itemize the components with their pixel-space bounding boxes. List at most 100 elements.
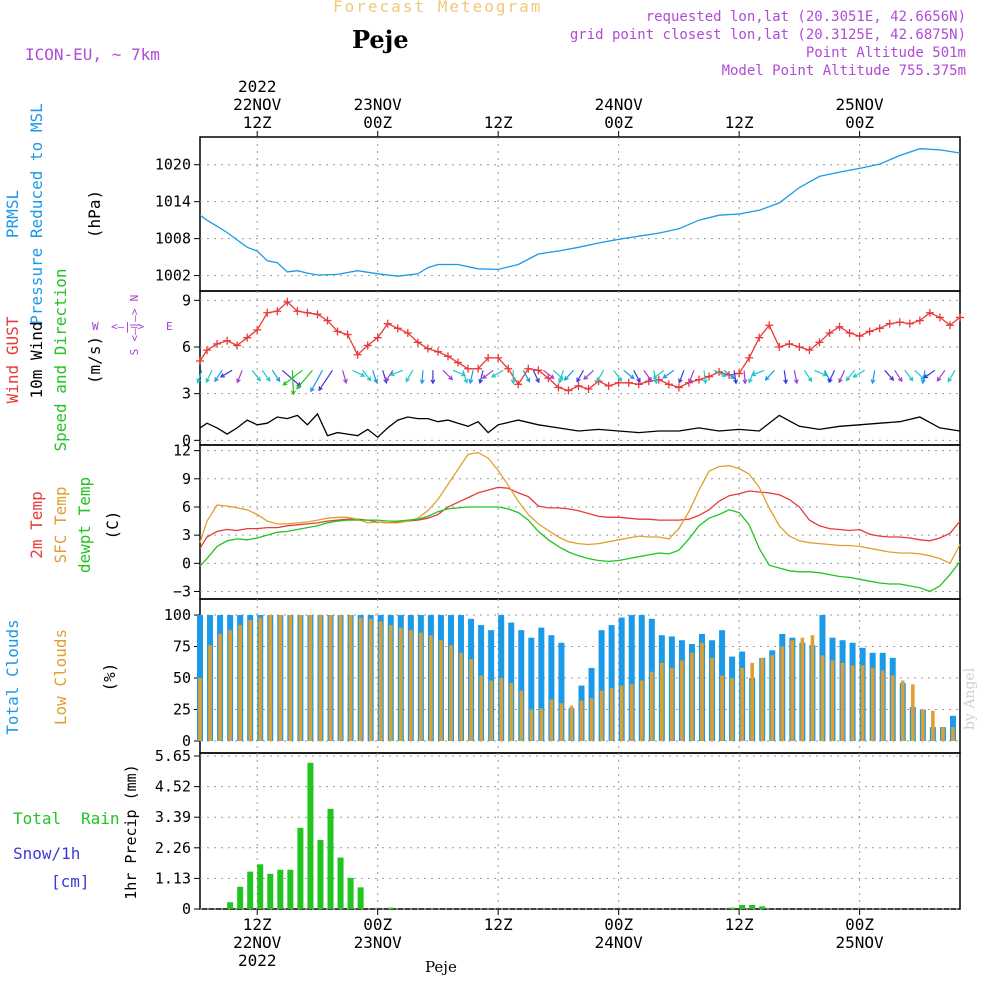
low-clouds-bar [720, 675, 724, 741]
low-clouds-bar [499, 678, 503, 741]
wind-gust-marker [815, 338, 824, 347]
low-clouds-bar [228, 630, 232, 741]
precip-ytick-label: 5.65 [155, 747, 191, 765]
wind-direction-arrow [490, 369, 504, 378]
point-altitude: Point Altitude 501m [805, 45, 966, 61]
low-clouds-bar [489, 680, 493, 741]
wind-direction-arrow [261, 369, 271, 382]
temperature-panel-frame [199, 444, 961, 600]
compass-west-label: W [92, 320, 99, 333]
top-time-label: 12Z [243, 113, 272, 132]
wind-direction-arrow [803, 369, 813, 383]
top-time-label: 00Z [604, 113, 633, 132]
wind-gust-marker [735, 369, 744, 378]
total-clouds-bar [508, 622, 515, 741]
low-clouds-bar [338, 615, 343, 741]
rain-bar [739, 904, 746, 909]
low-clouds-bar [589, 698, 594, 741]
low-clouds-bar [629, 684, 634, 741]
wind-direction-arrow [751, 369, 765, 377]
wind-direction-arrow [845, 369, 856, 382]
wind-gust-marker [433, 347, 442, 356]
wind-direction-arrow [576, 370, 585, 383]
wind-gust-marker [233, 341, 242, 350]
top-time-label: 22NOV [233, 95, 282, 114]
wind-direction-arrow [688, 370, 695, 384]
total-clouds-bar [618, 617, 625, 741]
precip-unit-label: 1hr Precip (mm) [122, 764, 140, 899]
pressure-unit-label: (hPa) [85, 190, 104, 238]
low-clouds-bar [730, 678, 734, 741]
low-clouds-bar [649, 671, 654, 741]
model-point-altitude: Model Point Altitude 755.375m [721, 63, 966, 79]
rain-bar [297, 827, 304, 909]
wind-legend-label: Wind GUST [3, 316, 22, 403]
2m-temp-line [199, 486, 961, 549]
low-clouds-bar [870, 667, 875, 741]
wind-gust-marker [915, 316, 924, 325]
wind-gust-marker [775, 343, 784, 351]
wind-gust-marker [403, 329, 412, 337]
bottom-time-label: 12Z [725, 915, 754, 934]
wind-direction-arrow [894, 369, 903, 383]
dewpt-temp-line [199, 506, 961, 593]
pressure-legend-label: PRMSL [3, 190, 22, 238]
low-clouds-bar [840, 662, 845, 741]
total-clouds-bar [528, 637, 535, 741]
temperature-ytick-label: 9 [182, 470, 191, 488]
wind-direction-arrow [920, 370, 926, 385]
wind-gust-marker [875, 324, 884, 333]
rain-bar [257, 864, 264, 909]
wind-direction-arrow [702, 370, 708, 385]
model-name: ICON-EU, ~ 7km [25, 45, 160, 64]
wind-direction-arrow [196, 370, 203, 384]
wind-gust-marker [705, 372, 714, 381]
low-clouds-bar [931, 710, 935, 741]
temperature-ytick-label: −3 [173, 582, 191, 600]
low-clouds-bar [539, 708, 544, 741]
wind-direction-arrow [251, 369, 261, 382]
top-time-label: 23NOV [354, 95, 403, 114]
precip-ytick-label: 0 [182, 900, 191, 918]
rain-bar [327, 808, 334, 909]
wind-gust-marker [865, 327, 874, 336]
rain-bar [337, 857, 344, 909]
wind-gust-marker [925, 308, 934, 317]
temperature-ytick-label: 3 [182, 526, 191, 544]
temperature-ytick-label: 6 [182, 498, 191, 516]
wind-direction-arrow [914, 369, 926, 381]
bottom-time-label: 12Z [243, 915, 272, 934]
low-clouds-bar [328, 615, 333, 741]
top-time-label: 24NOV [595, 95, 644, 114]
compass-north-label: N [128, 295, 141, 302]
wind-direction-arrow [936, 369, 946, 382]
low-clouds-bar [639, 680, 644, 741]
wind-gust-marker [333, 327, 342, 336]
wind-ytick-label: 6 [182, 338, 191, 356]
rain-bar [387, 907, 394, 909]
low-clouds-bar [318, 615, 323, 741]
wind-gust-marker [765, 321, 774, 330]
wind-direction-arrow [623, 369, 635, 380]
wind-direction-arrow [923, 369, 936, 379]
wind-direction-arrow [532, 370, 540, 384]
top-time-label: 12Z [725, 113, 754, 132]
wind-direction-arrow [318, 369, 333, 392]
low-clouds-bar [780, 646, 785, 741]
pressure-ytick-label: 1014 [155, 193, 191, 211]
wind-gust-marker [283, 297, 292, 306]
wind-direction-arrow [733, 370, 738, 385]
bottom-time-label: 22NOV [233, 933, 282, 952]
wind-gust-marker [664, 380, 673, 389]
wind-direction-arrow [214, 369, 223, 383]
wind-gust-marker [303, 308, 312, 317]
wind-direction-arrow [405, 369, 414, 383]
wind-direction-arrow [389, 369, 404, 377]
pressure-panel-frame [199, 136, 961, 292]
wind-gust-marker [805, 346, 814, 355]
wind-direction-arrow [723, 369, 736, 380]
precip-ytick-label: 4.52 [155, 778, 191, 796]
rain-bar [237, 886, 244, 909]
wind-direction-arrow [748, 370, 755, 384]
top-time-label: 12Z [484, 113, 513, 132]
